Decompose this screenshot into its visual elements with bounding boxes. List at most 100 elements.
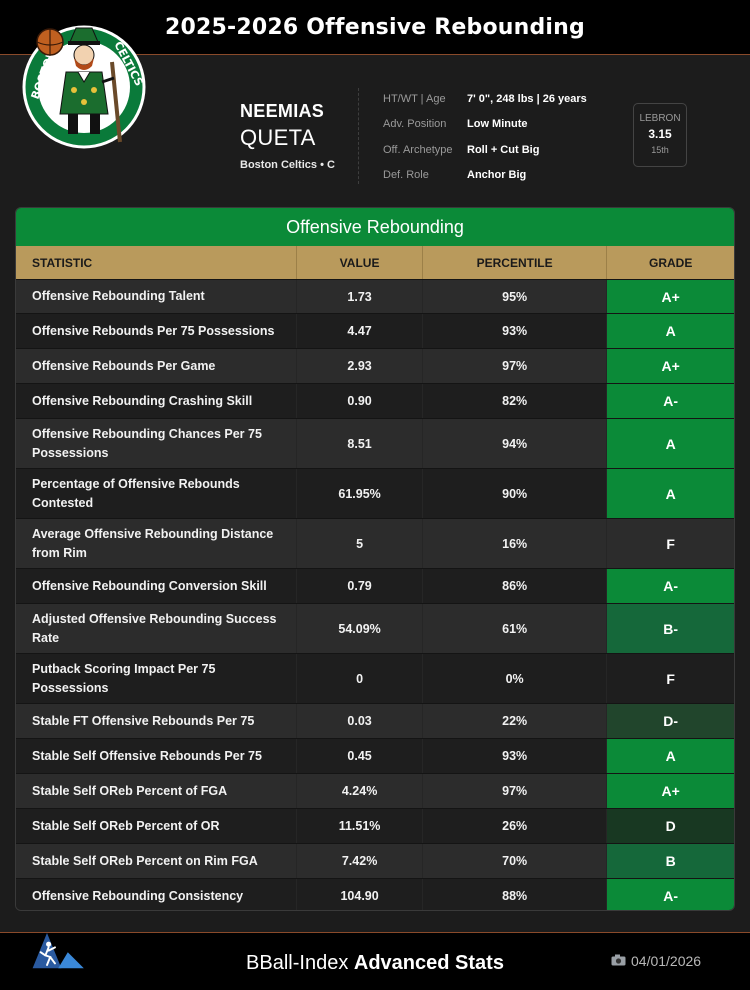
- stat-name: Putback Scoring Impact Per 75 Possession…: [16, 654, 298, 703]
- footer-brand: BBall-Index Advanced Stats: [0, 952, 750, 975]
- table-row: Offensive Rebounding Conversion Skill 0.7…: [16, 568, 734, 603]
- stat-value: 0.90: [297, 384, 423, 418]
- stat-value: 8.51: [297, 419, 423, 468]
- stat-name: Offensive Rebounds Per 75 Possessions: [16, 314, 298, 348]
- info-label: Adv. Position: [383, 118, 447, 130]
- stat-grade: A: [607, 469, 734, 518]
- player-team-position: Boston Celtics • C: [240, 159, 335, 171]
- lebron-value: 3.15: [648, 127, 672, 141]
- table-row: Offensive Rebounding Talent 1.73 95% A+: [16, 279, 734, 313]
- page-title: 2025-2026 Offensive Rebounding: [165, 14, 585, 40]
- stat-value: 1.73: [297, 280, 423, 313]
- stats-card: Offensive Rebounding STATISTIC VALUE PER…: [15, 207, 735, 911]
- table-title: Offensive Rebounding: [16, 208, 734, 246]
- stat-value: 61.95%: [297, 469, 423, 518]
- stat-value: 0: [297, 654, 423, 703]
- stat-name: Stable Self OReb Percent on Rim FGA: [16, 844, 298, 878]
- stat-name: Stable Self OReb Percent of FGA: [16, 774, 298, 808]
- stat-percentile: 94%: [423, 419, 608, 468]
- stat-value: 0.45: [297, 739, 423, 773]
- stat-name: Adjusted Offensive Rebounding Success Ra…: [16, 604, 298, 653]
- info-label: Off. Archetype: [383, 144, 453, 156]
- stat-grade: B: [607, 844, 734, 878]
- info-value: Low Minute: [467, 118, 528, 130]
- stat-grade: A: [607, 314, 734, 348]
- stat-value: 4.47: [297, 314, 423, 348]
- stat-grade: A-: [607, 569, 734, 603]
- player-last-name: QUETA: [240, 125, 316, 150]
- stat-percentile: 88%: [423, 879, 608, 910]
- table-row: Offensive Rebounding Consistency 104.90 88…: [16, 878, 734, 910]
- footer: BBall-Index Advanced Stats 04/01/2026: [0, 932, 750, 990]
- footer-date-block: 04/01/2026: [611, 953, 701, 969]
- lebron-label: LEBRON: [639, 113, 681, 124]
- stat-percentile: 97%: [423, 349, 608, 383]
- info-value: 7' 0", 248 lbs | 26 years: [467, 93, 587, 105]
- stat-grade: A+: [607, 774, 734, 808]
- stat-name: Offensive Rebounding Consistency: [16, 879, 298, 910]
- stat-percentile: 26%: [423, 809, 608, 843]
- stat-percentile: 82%: [423, 384, 608, 418]
- stat-value: 4.24%: [297, 774, 423, 808]
- info-value: Anchor Big: [467, 169, 527, 181]
- stat-grade: F: [666, 670, 675, 687]
- stat-grade: A+: [607, 280, 734, 313]
- lebron-box: LEBRON 3.15 15th: [633, 103, 687, 167]
- bball-index-logo: [32, 933, 84, 969]
- stat-percentile: 90%: [423, 469, 608, 518]
- stat-name: Average Offensive Rebounding Distance fr…: [16, 519, 298, 568]
- stat-value: 2.93: [297, 349, 423, 383]
- table-row: Stable Self OReb Percent of OR 11.51% 26% D: [16, 808, 734, 843]
- stat-percentile: 22%: [423, 704, 608, 738]
- stat-percentile: 61%: [423, 604, 608, 653]
- info-label: HT/WT | Age: [383, 93, 446, 105]
- info-value: Roll + Cut Big: [467, 144, 540, 156]
- stat-value: 0.79: [297, 569, 423, 603]
- header-statistic: STATISTIC: [16, 246, 298, 279]
- stat-name: Offensive Rebounding Chances Per 75 Poss…: [16, 419, 298, 468]
- footer-brand-bold: Advanced Stats: [353, 952, 504, 974]
- stat-percentile: 97%: [423, 774, 608, 808]
- camera-icon: [611, 953, 626, 969]
- table-row: Stable FT Offensive Rebounds Per 75 0.03 2…: [16, 703, 734, 738]
- stat-value: 0.03: [297, 704, 423, 738]
- header-divider: [358, 88, 359, 184]
- header-value: VALUE: [297, 246, 423, 279]
- stat-grade: D-: [607, 704, 734, 738]
- stat-percentile: 95%: [423, 280, 608, 313]
- table-row: Offensive Rebounding Crashing Skill 0.90 8…: [16, 383, 734, 418]
- table-row: Offensive Rebounding Chances Per 75 Poss…: [16, 418, 734, 468]
- table-row: Adjusted Offensive Rebounding Success Ra…: [16, 603, 734, 653]
- stat-percentile: 70%: [423, 844, 608, 878]
- stat-value: 104.90: [297, 879, 423, 910]
- stat-percentile: 93%: [423, 739, 608, 773]
- table-row: Offensive Rebounds Per 75 Possessions 4.4…: [16, 313, 734, 348]
- celtics-logo: BOSTON CELTICS: [22, 25, 146, 149]
- stat-name: Percentage of Offensive Rebounds Contest…: [16, 469, 298, 518]
- stat-grade: B-: [607, 604, 734, 653]
- table-row: Stable Self Offensive Rebounds Per 75 0.4…: [16, 738, 734, 773]
- stat-name: Offensive Rebounding Talent: [16, 280, 298, 313]
- stat-value: 7.42%: [297, 844, 423, 878]
- stat-percentile: 93%: [423, 314, 608, 348]
- table-row: Offensive Rebounds Per Game 2.93 97% A+: [16, 348, 734, 383]
- info-label: Def. Role: [383, 169, 429, 181]
- header-percentile: PERCENTILE: [423, 246, 608, 279]
- stat-value: 5: [297, 519, 423, 568]
- stat-percentile: 16%: [423, 519, 608, 568]
- stat-grade: A: [607, 419, 734, 468]
- footer-brand-regular: BBall-Index: [246, 952, 349, 974]
- stat-name: Offensive Rebounds Per Game: [16, 349, 298, 383]
- table-row: Average Offensive Rebounding Distance fr…: [16, 518, 734, 568]
- stat-grade: D: [607, 809, 734, 843]
- stat-name: Offensive Rebounding Conversion Skill: [16, 569, 298, 603]
- table-row: Percentage of Offensive Rebounds Contest…: [16, 468, 734, 518]
- footer-date: 04/01/2026: [631, 953, 702, 969]
- stat-value: 54.09%: [297, 604, 423, 653]
- table-row: Stable Self OReb Percent of FGA 4.24% 97% A…: [16, 773, 734, 808]
- stat-grade: A-: [607, 879, 734, 910]
- stat-percentile: 86%: [423, 569, 608, 603]
- table-row: Putback Scoring Impact Per 75 Possession…: [16, 653, 734, 703]
- stat-name: Offensive Rebounding Crashing Skill: [16, 384, 298, 418]
- table-row: Stable Self OReb Percent on Rim FGA 7.42%…: [16, 843, 734, 878]
